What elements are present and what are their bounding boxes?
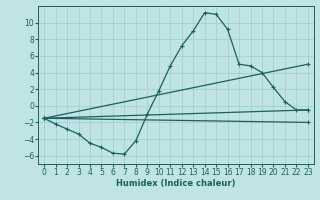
- X-axis label: Humidex (Indice chaleur): Humidex (Indice chaleur): [116, 179, 236, 188]
